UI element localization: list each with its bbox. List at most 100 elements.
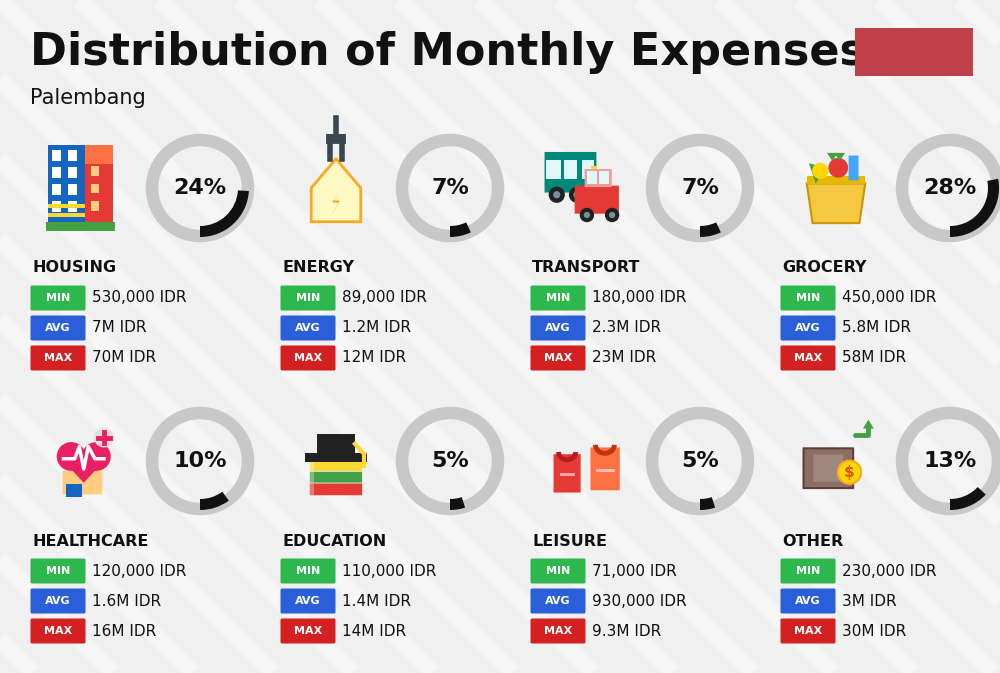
Text: OTHER: OTHER [782, 534, 843, 548]
Text: MIN: MIN [46, 293, 70, 303]
FancyBboxPatch shape [68, 150, 77, 161]
FancyBboxPatch shape [530, 618, 586, 643]
Text: 12M IDR: 12M IDR [342, 351, 406, 365]
FancyBboxPatch shape [591, 166, 597, 174]
Text: 30M IDR: 30M IDR [842, 623, 906, 639]
Circle shape [580, 208, 594, 222]
Text: 23M IDR: 23M IDR [592, 351, 656, 365]
Text: MIN: MIN [546, 293, 570, 303]
Circle shape [57, 442, 86, 471]
Text: AVG: AVG [545, 596, 571, 606]
Circle shape [569, 186, 585, 203]
Wedge shape [200, 492, 229, 510]
Text: 450,000 IDR: 450,000 IDR [842, 291, 936, 306]
FancyBboxPatch shape [582, 160, 594, 179]
FancyBboxPatch shape [68, 201, 77, 212]
FancyBboxPatch shape [305, 453, 367, 462]
Circle shape [573, 191, 581, 199]
Text: 110,000 IDR: 110,000 IDR [342, 563, 436, 579]
Text: MAX: MAX [294, 626, 322, 636]
Text: AVG: AVG [295, 596, 321, 606]
FancyBboxPatch shape [780, 345, 836, 371]
FancyBboxPatch shape [30, 316, 86, 341]
FancyBboxPatch shape [90, 201, 99, 211]
Text: 24%: 24% [173, 178, 227, 198]
FancyBboxPatch shape [30, 618, 86, 643]
FancyBboxPatch shape [545, 152, 596, 192]
FancyBboxPatch shape [90, 184, 99, 193]
FancyBboxPatch shape [310, 461, 362, 471]
Circle shape [609, 212, 615, 218]
Text: 1.4M IDR: 1.4M IDR [342, 594, 411, 608]
Text: AVG: AVG [295, 323, 321, 333]
Text: 5.8M IDR: 5.8M IDR [842, 320, 911, 336]
FancyBboxPatch shape [317, 434, 355, 454]
FancyBboxPatch shape [590, 448, 620, 491]
FancyBboxPatch shape [326, 134, 346, 144]
Text: Palembang: Palembang [30, 88, 146, 108]
Circle shape [553, 191, 560, 199]
FancyBboxPatch shape [90, 166, 99, 176]
Text: 5%: 5% [681, 451, 719, 471]
Wedge shape [450, 497, 465, 510]
Text: 71,000 IDR: 71,000 IDR [592, 563, 677, 579]
Text: ENERGY: ENERGY [282, 260, 354, 275]
Polygon shape [59, 456, 108, 483]
Text: MAX: MAX [294, 353, 322, 363]
FancyBboxPatch shape [564, 160, 577, 179]
Text: MAX: MAX [44, 626, 72, 636]
Polygon shape [834, 153, 845, 161]
FancyBboxPatch shape [587, 171, 597, 184]
FancyBboxPatch shape [780, 588, 836, 614]
Text: AVG: AVG [545, 323, 571, 333]
FancyBboxPatch shape [310, 461, 314, 471]
FancyBboxPatch shape [30, 285, 86, 310]
Text: MAX: MAX [544, 353, 572, 363]
Text: 7%: 7% [681, 178, 719, 198]
FancyBboxPatch shape [280, 588, 336, 614]
Text: MAX: MAX [544, 626, 572, 636]
Text: Distribution of Monthly Expenses: Distribution of Monthly Expenses [30, 30, 866, 73]
Text: AVG: AVG [795, 596, 821, 606]
FancyBboxPatch shape [48, 204, 85, 208]
FancyBboxPatch shape [48, 213, 85, 217]
FancyBboxPatch shape [780, 316, 836, 341]
FancyBboxPatch shape [530, 285, 586, 310]
Polygon shape [863, 419, 874, 429]
Text: 13%: 13% [923, 451, 977, 471]
FancyBboxPatch shape [554, 454, 581, 493]
Text: 9.3M IDR: 9.3M IDR [592, 623, 661, 639]
Polygon shape [311, 159, 361, 221]
Polygon shape [331, 188, 341, 217]
Text: 1.2M IDR: 1.2M IDR [342, 320, 411, 336]
Text: MIN: MIN [796, 566, 820, 576]
Wedge shape [950, 179, 999, 237]
Text: 3M IDR: 3M IDR [842, 594, 897, 608]
Text: TRANSPORT: TRANSPORT [532, 260, 640, 275]
FancyBboxPatch shape [310, 472, 314, 483]
Text: MIN: MIN [296, 293, 320, 303]
Text: 14M IDR: 14M IDR [342, 623, 406, 639]
Text: HEALTHCARE: HEALTHCARE [32, 534, 148, 548]
FancyBboxPatch shape [585, 169, 612, 187]
Wedge shape [950, 487, 986, 510]
Text: MIN: MIN [796, 293, 820, 303]
Text: MAX: MAX [794, 626, 822, 636]
FancyBboxPatch shape [780, 618, 836, 643]
Text: 5%: 5% [431, 451, 469, 471]
FancyBboxPatch shape [530, 559, 586, 583]
Text: AVG: AVG [795, 323, 821, 333]
FancyBboxPatch shape [66, 485, 82, 497]
FancyBboxPatch shape [855, 28, 973, 76]
FancyBboxPatch shape [280, 345, 336, 371]
FancyBboxPatch shape [310, 472, 362, 483]
FancyBboxPatch shape [804, 448, 853, 488]
FancyBboxPatch shape [530, 345, 586, 371]
FancyBboxPatch shape [530, 588, 586, 614]
Wedge shape [700, 497, 715, 510]
Text: 930,000 IDR: 930,000 IDR [592, 594, 687, 608]
Text: EDUCATION: EDUCATION [282, 534, 386, 548]
Text: 530,000 IDR: 530,000 IDR [92, 291, 186, 306]
Text: $: $ [844, 465, 855, 480]
FancyBboxPatch shape [30, 345, 86, 371]
